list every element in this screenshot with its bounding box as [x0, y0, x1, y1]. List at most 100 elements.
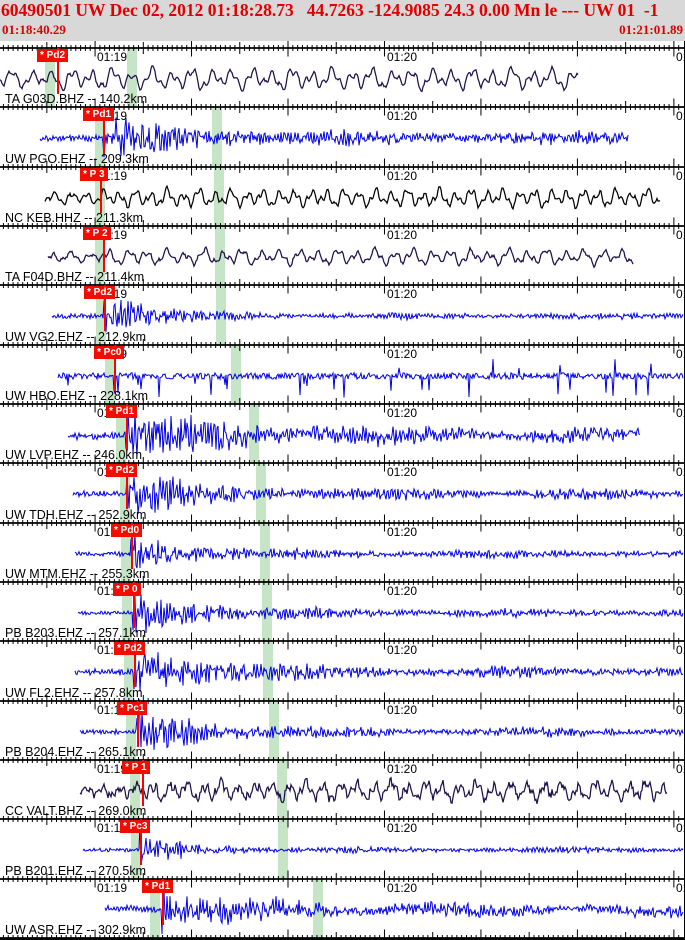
predicted-arrival-band — [95, 226, 105, 286]
waveform[interactable] — [0, 226, 685, 285]
station-label: PB B203.EHZ -- 257.1km — [5, 626, 147, 641]
station-label: UW FL2.EHZ -- 257.8km — [5, 685, 143, 700]
minute-label: 01:20 — [387, 287, 418, 302]
time-ruler — [0, 454, 684, 472]
waveform[interactable] — [0, 404, 685, 463]
minute-label: 01:21 — [676, 287, 684, 302]
time-ruler — [0, 276, 684, 294]
pick-time-line — [114, 344, 116, 391]
pick-time-line — [133, 582, 135, 628]
minute-label: 01:21 — [676, 584, 684, 598]
time-ruler — [0, 217, 684, 235]
station-label: PB B204.EHZ -- 265.1km — [5, 744, 147, 759]
predicted-arrival-band — [256, 463, 266, 523]
minute-label: 01:20 — [387, 702, 418, 717]
trace-panel: * Pd2 TA G03D.BHZ -- 140.2km 01:19 01:20 0… — [0, 41, 685, 938]
predicted-arrival-band — [116, 404, 126, 464]
pick-time-line — [134, 641, 136, 688]
trace-row: * P 2 TA F04D.BHZ -- 211.4km 01:19 01:20 0… — [0, 217, 685, 286]
trace-row: * P 0 PB B203.EHZ -- 257.1km 01:1901:200… — [0, 573, 685, 642]
phase-pick-flag[interactable]: * P 0 — [113, 583, 141, 596]
time-ruler — [0, 514, 684, 532]
minute-label: 01:20 — [387, 821, 418, 836]
waveform[interactable] — [0, 107, 685, 166]
waveform[interactable] — [0, 641, 685, 700]
waveform[interactable] — [0, 698, 685, 760]
predicted-arrival-band — [231, 344, 241, 404]
waveform[interactable] — [0, 463, 685, 522]
waveform[interactable] — [0, 48, 685, 107]
predicted-arrival-band — [121, 522, 131, 582]
minute-label: 01:20 — [387, 762, 418, 776]
waveform[interactable] — [0, 819, 685, 878]
trace-row: * Pc3 PB B201.EHZ -- 270.5km 01:19 01:20 0… — [0, 810, 685, 879]
station-label: TA F04D.BHZ -- 211.4km — [5, 270, 145, 285]
phase-pick-flag[interactable]: * P 2 — [83, 227, 111, 240]
trace-row: * Pd1 UW LVP.EHZ -- 246.0km 01:1901:2001… — [0, 395, 685, 464]
pick-time-line — [162, 878, 164, 925]
time-ruler — [0, 158, 684, 176]
trace-row: * Pd1 UW PGO.EHZ -- 209.3km 01:1901:2001… — [0, 98, 685, 167]
minute-label: 01:20 — [387, 880, 418, 895]
time-ruler — [0, 692, 684, 710]
pick-time-line — [137, 700, 139, 747]
waveform[interactable] — [0, 523, 685, 582]
phase-pick-flag[interactable]: * Pd1 — [83, 108, 115, 122]
time-ruler — [0, 810, 684, 828]
waveform[interactable] — [0, 582, 685, 641]
predicted-arrival-band — [278, 819, 288, 879]
predicted-arrival-band — [212, 107, 222, 167]
waveform[interactable] — [0, 879, 685, 938]
minute-label: 01:20 — [387, 465, 418, 480]
phase-pick-flag[interactable]: * Pd2 — [84, 286, 116, 300]
predicted-arrival-band — [126, 700, 136, 760]
station-label: CC VALT.BHZ -- 269.0km — [5, 804, 147, 819]
predicted-arrival-band — [122, 582, 132, 642]
waveform[interactable] — [0, 285, 685, 344]
trace-row: * P 3 NC KEB.HHZ -- 211.3km 01:1901:2001… — [0, 158, 685, 227]
pick-time-line — [100, 166, 102, 213]
minute-label: 01:19 — [97, 762, 128, 776]
predicted-arrival-band — [263, 641, 273, 701]
pick-time-line — [126, 404, 128, 450]
phase-pick-flag[interactable]: * Pd1 — [106, 405, 138, 418]
pick-time-line — [103, 226, 105, 272]
minute-label: 01:21 — [676, 643, 684, 658]
predicted-arrival-band — [120, 463, 130, 523]
minute-label: 01:21 — [676, 524, 684, 539]
minute-label: 01:21 — [676, 880, 684, 895]
minute-label: 01:20 — [387, 406, 418, 420]
station-label: UW TDH.EHZ -- 252.9km — [5, 507, 147, 522]
phase-pick-flag[interactable]: * Pc1 — [117, 701, 148, 715]
phase-pick-flag[interactable]: * P 1 — [122, 761, 150, 774]
pick-time-line — [103, 107, 105, 154]
waveform[interactable] — [0, 345, 685, 404]
minute-label: 01:21 — [676, 109, 684, 124]
waveform[interactable] — [0, 760, 685, 819]
time-ruler — [0, 573, 684, 591]
predicted-arrival-band — [277, 760, 287, 820]
time-ruler — [0, 632, 684, 650]
time-ruler — [0, 751, 684, 769]
phase-pick-flag[interactable]: * Pd2 — [106, 464, 138, 478]
phase-pick-flag[interactable]: * Pc0 — [94, 345, 125, 359]
station-label: UW VG2.EHZ -- 212.9km — [5, 329, 146, 344]
trace-row: * Pd0 UW MTM.EHZ -- 255.3km 01:1901:2001… — [0, 514, 685, 582]
phase-pick-flag[interactable]: * Pd2 — [37, 49, 69, 62]
trace-row: * Pd2 UW TDH.EHZ -- 252.9km 01:1901:2001… — [0, 454, 685, 523]
minute-label: 01:21 — [676, 821, 684, 836]
station-label: UW HBO.EHZ -- 228.1km — [5, 388, 149, 403]
minute-label: 01:19 — [97, 821, 128, 836]
phase-pick-flag[interactable]: * Pd1 — [142, 879, 174, 893]
phase-pick-flag[interactable]: * Pd0 — [111, 523, 143, 537]
phase-pick-flag[interactable]: * Pc3 — [120, 820, 151, 834]
pick-time-line — [140, 819, 142, 866]
minute-label: 01:21 — [676, 346, 684, 361]
predicted-arrival-band — [124, 641, 134, 701]
waveform[interactable] — [0, 167, 685, 226]
minute-label: 01:21 — [676, 762, 684, 776]
minute-label: 01:20 — [387, 643, 418, 658]
phase-pick-flag[interactable]: * P 3 — [80, 167, 108, 181]
phase-pick-flag[interactable]: * Pd2 — [114, 642, 146, 656]
